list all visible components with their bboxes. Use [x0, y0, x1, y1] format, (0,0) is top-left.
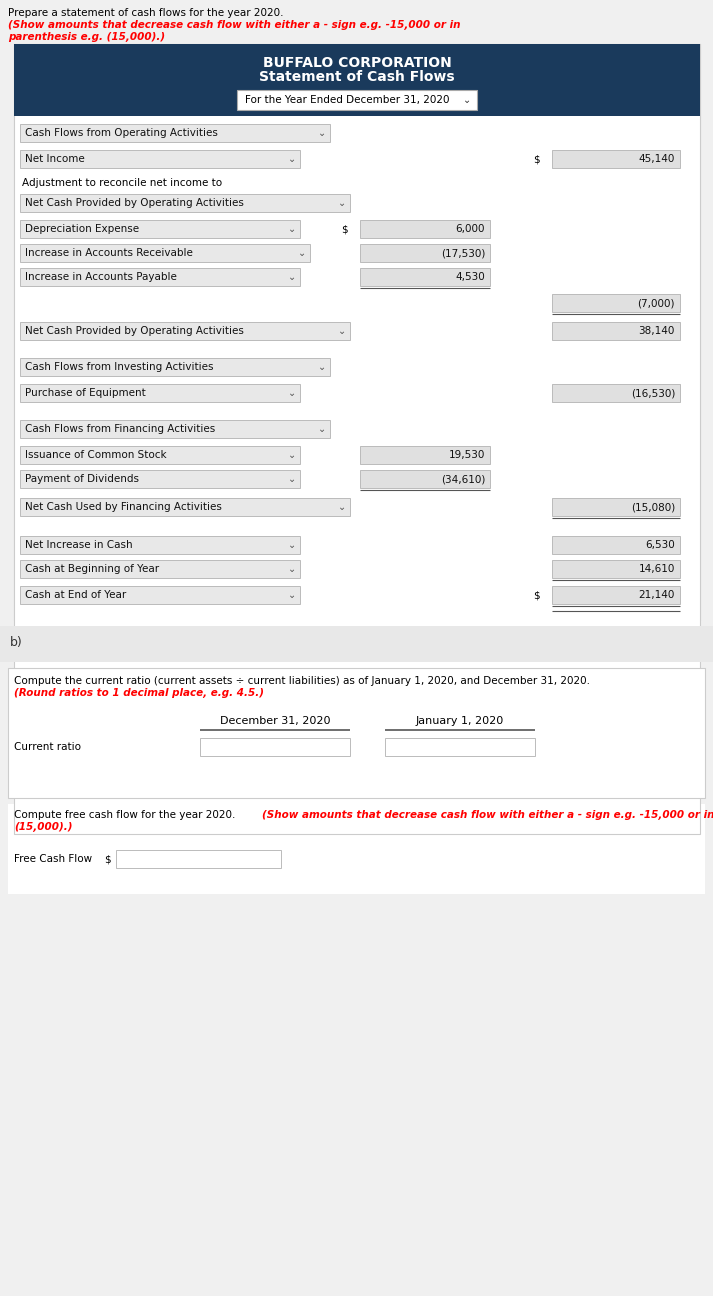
Text: Net Cash Provided by Operating Activities: Net Cash Provided by Operating Activitie…	[25, 327, 244, 336]
Text: January 1, 2020: January 1, 2020	[416, 715, 504, 726]
Text: ⌄: ⌄	[288, 564, 296, 574]
Text: Compute the current ratio (current assets ÷ current liabilities) as of January 1: Compute the current ratio (current asset…	[14, 677, 593, 686]
Text: Issuance of Common Stock: Issuance of Common Stock	[25, 450, 167, 460]
FancyBboxPatch shape	[360, 268, 490, 286]
Text: Current ratio: Current ratio	[14, 743, 81, 752]
Text: Purchase of Equipment: Purchase of Equipment	[25, 388, 145, 398]
Text: Cash at Beginning of Year: Cash at Beginning of Year	[25, 564, 159, 574]
Text: Compute free cash flow for the year 2020.: Compute free cash flow for the year 2020…	[14, 810, 239, 820]
Text: Cash Flows from Investing Activities: Cash Flows from Investing Activities	[25, 362, 213, 372]
Text: Cash at End of Year: Cash at End of Year	[25, 590, 126, 600]
FancyBboxPatch shape	[360, 244, 490, 262]
Text: $: $	[104, 854, 111, 864]
Text: Cash Flows from Operating Activities: Cash Flows from Operating Activities	[25, 128, 218, 137]
FancyBboxPatch shape	[8, 667, 705, 798]
FancyBboxPatch shape	[8, 804, 705, 894]
Text: ⌄: ⌄	[288, 388, 296, 398]
Text: ⌄: ⌄	[288, 540, 296, 550]
Text: $: $	[342, 224, 348, 235]
Text: Adjustment to reconcile net income to: Adjustment to reconcile net income to	[22, 178, 222, 188]
Text: Prepare a statement of cash flows for the year 2020.: Prepare a statement of cash flows for th…	[8, 8, 287, 18]
FancyBboxPatch shape	[20, 268, 300, 286]
Text: 4,530: 4,530	[455, 272, 485, 283]
Text: (34,610): (34,610)	[441, 474, 485, 483]
FancyBboxPatch shape	[20, 124, 330, 143]
FancyBboxPatch shape	[552, 498, 680, 516]
Text: ⌄: ⌄	[288, 154, 296, 165]
Text: Cash Flows from Financing Activities: Cash Flows from Financing Activities	[25, 424, 215, 434]
Text: (Show amounts that decrease cash flow with either a - sign e.g. -15,000 or in: (Show amounts that decrease cash flow wi…	[8, 19, 461, 30]
FancyBboxPatch shape	[20, 150, 300, 168]
Text: ⌄: ⌄	[288, 474, 296, 483]
Text: (17,530): (17,530)	[441, 248, 485, 258]
FancyBboxPatch shape	[20, 384, 300, 402]
FancyBboxPatch shape	[20, 420, 330, 438]
FancyBboxPatch shape	[552, 537, 680, 553]
Text: $: $	[533, 590, 540, 600]
Text: (Round ratios to 1 decimal place, e.g. 4.5.): (Round ratios to 1 decimal place, e.g. 4…	[14, 688, 264, 699]
Text: ⌄: ⌄	[298, 248, 306, 258]
Text: (15,080): (15,080)	[631, 502, 675, 512]
Text: ⌄: ⌄	[288, 272, 296, 283]
Text: BUFFALO CORPORATION: BUFFALO CORPORATION	[262, 56, 451, 70]
FancyBboxPatch shape	[20, 446, 300, 464]
Text: Free Cash Flow: Free Cash Flow	[14, 854, 92, 864]
Text: (7,000): (7,000)	[637, 298, 675, 308]
FancyBboxPatch shape	[20, 244, 310, 262]
FancyBboxPatch shape	[20, 358, 330, 376]
Text: Statement of Cash Flows: Statement of Cash Flows	[260, 70, 455, 84]
FancyBboxPatch shape	[385, 737, 535, 756]
Text: ⌄: ⌄	[338, 502, 346, 512]
Text: (Show amounts that decrease cash flow with either a - sign e.g. -15,000 or in pa: (Show amounts that decrease cash flow wi…	[262, 810, 713, 820]
Text: ⌄: ⌄	[318, 424, 326, 434]
FancyBboxPatch shape	[237, 89, 477, 110]
FancyBboxPatch shape	[20, 470, 300, 489]
FancyBboxPatch shape	[552, 586, 680, 604]
Text: 21,140: 21,140	[639, 590, 675, 600]
Text: ⌄: ⌄	[318, 128, 326, 137]
FancyBboxPatch shape	[20, 220, 300, 238]
Text: 19,530: 19,530	[448, 450, 485, 460]
Text: (16,530): (16,530)	[630, 388, 675, 398]
FancyBboxPatch shape	[20, 537, 300, 553]
Text: b): b)	[10, 636, 23, 649]
FancyBboxPatch shape	[14, 44, 700, 619]
FancyBboxPatch shape	[360, 220, 490, 238]
FancyBboxPatch shape	[200, 737, 350, 756]
Text: Payment of Dividends: Payment of Dividends	[25, 474, 139, 483]
Text: For the Year Ended December 31, 2020: For the Year Ended December 31, 2020	[245, 95, 449, 105]
Text: ⌄: ⌄	[318, 362, 326, 372]
FancyBboxPatch shape	[552, 384, 680, 402]
Text: parenthesis e.g. (15,000).): parenthesis e.g. (15,000).)	[8, 32, 165, 41]
Text: 38,140: 38,140	[639, 327, 675, 336]
FancyBboxPatch shape	[20, 194, 350, 213]
FancyBboxPatch shape	[552, 150, 680, 168]
Text: 45,140: 45,140	[639, 154, 675, 165]
FancyBboxPatch shape	[116, 850, 281, 868]
FancyBboxPatch shape	[14, 44, 700, 835]
FancyBboxPatch shape	[360, 446, 490, 464]
FancyBboxPatch shape	[14, 44, 700, 117]
Text: Net Income: Net Income	[25, 154, 85, 165]
FancyBboxPatch shape	[552, 321, 680, 340]
Text: ⌄: ⌄	[288, 590, 296, 600]
FancyBboxPatch shape	[0, 626, 713, 662]
Text: ⌄: ⌄	[288, 450, 296, 460]
Text: Net Cash Used by Financing Activities: Net Cash Used by Financing Activities	[25, 502, 222, 512]
FancyBboxPatch shape	[20, 321, 350, 340]
Text: ⌄: ⌄	[338, 327, 346, 336]
Text: Increase in Accounts Receivable: Increase in Accounts Receivable	[25, 248, 193, 258]
Text: Depreciation Expense: Depreciation Expense	[25, 224, 139, 235]
Text: Increase in Accounts Payable: Increase in Accounts Payable	[25, 272, 177, 283]
Text: December 31, 2020: December 31, 2020	[220, 715, 330, 726]
Text: $: $	[533, 154, 540, 165]
Text: ⌄: ⌄	[338, 198, 346, 207]
FancyBboxPatch shape	[20, 560, 300, 578]
FancyBboxPatch shape	[552, 560, 680, 578]
FancyBboxPatch shape	[360, 470, 490, 489]
Text: 6,000: 6,000	[456, 224, 485, 235]
FancyBboxPatch shape	[20, 498, 350, 516]
Text: Net Increase in Cash: Net Increase in Cash	[25, 540, 133, 550]
Text: 14,610: 14,610	[639, 564, 675, 574]
